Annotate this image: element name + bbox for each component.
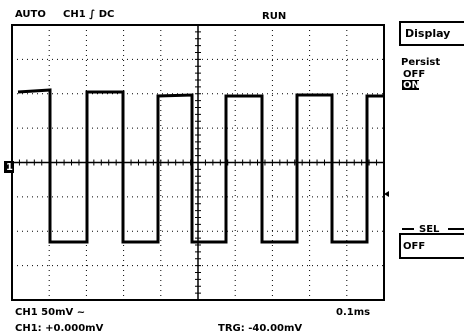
- channel-coupling: CH1 ∫ DC: [63, 9, 114, 20]
- plot-area: [12, 25, 384, 300]
- sel-value[interactable]: OFF: [403, 241, 425, 252]
- persist-option[interactable]: OFF: [403, 69, 425, 80]
- waveform: [18, 90, 384, 242]
- vertical-scale: CH1 50mV ~: [15, 307, 85, 318]
- channel-offset: CH1: +0.000mV: [15, 323, 104, 334]
- trigger-level: TRG: -40.00mV: [218, 323, 302, 334]
- channel-marker: 1: [6, 162, 13, 173]
- menu-title[interactable]: Display: [405, 27, 450, 40]
- mode: AUTO: [15, 9, 46, 20]
- persist-label[interactable]: Persist: [401, 57, 440, 68]
- persist-option[interactable]: ON: [403, 80, 420, 91]
- timebase: 0.1ms: [336, 307, 370, 318]
- scope-screen: AUTO CH1 ∫ DC RUN 1 Display Persist OFF …: [0, 0, 464, 336]
- run-state: RUN: [262, 11, 286, 22]
